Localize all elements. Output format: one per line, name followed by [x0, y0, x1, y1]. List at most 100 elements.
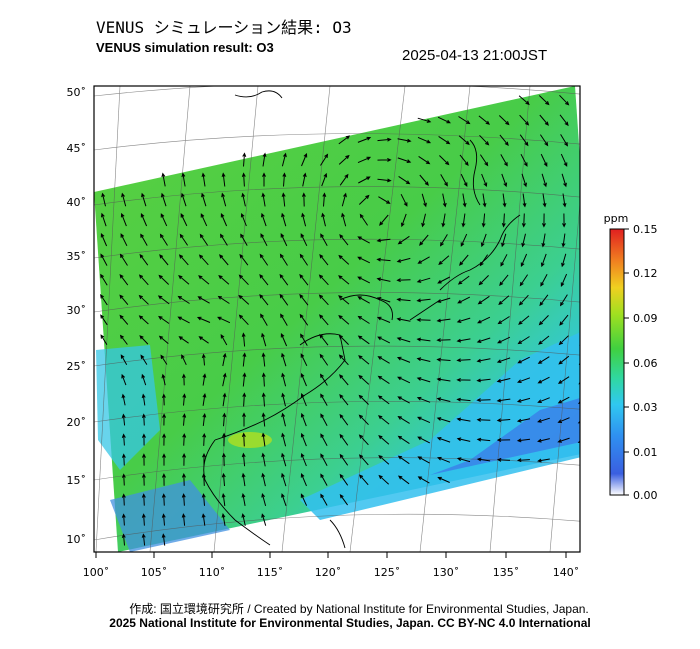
wind-arrow	[476, 457, 491, 462]
wind-arrow	[138, 274, 149, 286]
wind-arrow	[238, 314, 249, 326]
wind-arrow	[201, 353, 206, 366]
wind-arrow	[120, 354, 128, 366]
wind-arrow	[100, 314, 108, 326]
wind-arrow	[222, 432, 227, 447]
wind-arrow	[260, 313, 268, 326]
wind-arrow	[496, 378, 511, 383]
wind-arrow	[202, 373, 207, 386]
wind-arrow	[259, 294, 269, 306]
wind-arrow	[479, 254, 489, 267]
wind-arrow	[436, 318, 451, 323]
wind-arrow	[540, 153, 548, 167]
wind-arrow	[300, 392, 307, 407]
wind-arrow	[517, 356, 530, 364]
wind-arrow	[541, 213, 546, 228]
lat-tick-label: 50˚	[67, 86, 87, 99]
wind-arrow	[539, 114, 549, 126]
wind-arrow	[541, 173, 547, 188]
wind-arrow	[476, 337, 491, 343]
wind-arrow	[338, 295, 350, 305]
wind-arrow	[579, 342, 580, 346]
wind-arrow	[397, 376, 411, 384]
wind-arrow	[338, 154, 350, 165]
wind-arrow	[396, 278, 411, 283]
colorbar-tick: 0.15	[633, 223, 658, 236]
wind-arrow	[440, 174, 448, 187]
wind-arrow	[181, 192, 187, 207]
wind-arrow	[338, 275, 350, 285]
wind-arrow	[339, 234, 349, 246]
wind-arrow	[299, 273, 309, 286]
wind-arrow	[500, 254, 508, 267]
wind-arrow	[300, 412, 307, 427]
wind-arrow	[578, 381, 580, 385]
wind-arrow	[240, 212, 247, 227]
wind-arrow	[359, 474, 369, 486]
wind-arrow	[220, 233, 228, 246]
wind-arrow	[320, 453, 328, 466]
wind-arrow	[220, 212, 228, 227]
wind-arrow	[358, 394, 369, 405]
wind-arrow	[417, 416, 431, 424]
wind-arrow	[279, 253, 288, 266]
wind-arrow	[339, 394, 349, 406]
wind-arrow	[537, 458, 550, 463]
wind-arrow	[518, 95, 530, 106]
wind-arrow	[318, 294, 329, 306]
wind-arrow	[481, 213, 486, 228]
wind-arrow	[339, 493, 349, 506]
wind-arrow	[222, 392, 227, 407]
wind-arrow	[558, 335, 569, 346]
wind-arrow	[238, 274, 249, 286]
wind-arrow	[376, 316, 391, 323]
wind-arrow	[161, 493, 166, 506]
wind-arrow	[519, 114, 530, 126]
wind-arrow	[417, 476, 430, 484]
wind-arrow	[322, 192, 327, 207]
wind-arrow	[378, 196, 391, 204]
wind-arrow	[377, 178, 392, 183]
wind-arrow	[119, 334, 128, 345]
wind-arrow	[300, 452, 307, 467]
wind-arrow	[138, 315, 149, 325]
wind-arrow	[519, 134, 529, 147]
wind-arrow	[161, 473, 166, 486]
wind-arrow	[279, 293, 289, 306]
wind-arrow	[320, 473, 328, 486]
wind-arrow	[241, 172, 246, 187]
wind-arrow	[497, 336, 511, 344]
wind-arrow	[460, 173, 468, 187]
wind-arrow	[456, 457, 471, 463]
wind-arrow	[181, 373, 186, 386]
wind-arrow	[416, 377, 431, 383]
wind-arrow	[161, 373, 166, 386]
wind-arrow	[281, 192, 286, 207]
wind-arrow	[438, 135, 451, 145]
wind-arrow	[397, 435, 410, 445]
wind-arrow	[377, 157, 392, 162]
wind-arrow	[437, 116, 451, 124]
wind-arrow	[281, 372, 287, 387]
wind-arrow	[521, 233, 526, 248]
wind-arrow	[299, 313, 309, 326]
wind-arrow	[378, 474, 390, 485]
wind-arrow	[221, 172, 226, 187]
lon-tick-label: 125˚	[374, 566, 401, 579]
tick-marks	[95, 552, 567, 558]
wind-arrow	[560, 273, 568, 287]
lat-tick-label: 45˚	[67, 142, 87, 155]
lat-tick-label: 15˚	[67, 474, 87, 487]
low-ozone-region-southwest	[110, 480, 230, 552]
wind-arrow	[378, 415, 390, 425]
lon-tick-label: 105˚	[141, 566, 168, 579]
wind-arrow	[459, 254, 469, 266]
wind-arrow	[338, 314, 350, 325]
wind-arrow	[100, 253, 108, 266]
wind-arrow	[261, 192, 266, 207]
wind-arrow	[200, 213, 208, 227]
wind-arrow	[376, 257, 391, 262]
wind-arrow	[121, 413, 126, 426]
wind-arrow	[161, 513, 166, 526]
wind-arrow	[400, 193, 408, 207]
